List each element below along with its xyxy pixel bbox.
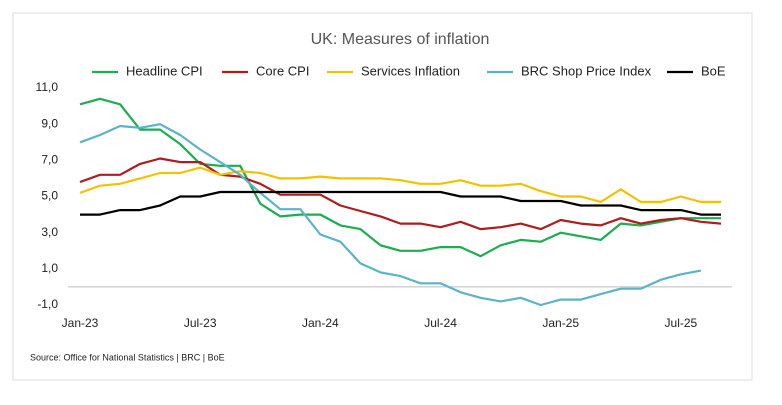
- x-tick-label: Jan-24: [302, 316, 339, 330]
- y-tick-label: 11,0: [36, 80, 59, 94]
- y-tick-label: 9,0: [41, 116, 58, 130]
- x-tick-label: Jan-23: [62, 316, 99, 330]
- series-line: [79, 97, 721, 258]
- series-line: [79, 166, 721, 203]
- series-line: [79, 157, 722, 231]
- source-note: Source: Office for National Statistics |…: [30, 352, 225, 362]
- legend-label: BoE: [701, 63, 726, 78]
- x-tick-label: Jul-23: [184, 316, 217, 330]
- legend-label: Services Inflation: [361, 63, 460, 78]
- legend-label: BRC Shop Price Index: [521, 63, 652, 78]
- y-tick-label: 3,0: [41, 225, 58, 239]
- x-tick-label: Jan-25: [542, 316, 579, 330]
- y-tick-label: -1,0: [37, 297, 58, 311]
- chart-title: UK: Measures of inflation: [311, 31, 490, 48]
- chart-frame: [12, 12, 753, 381]
- legend-label: Core CPI: [256, 63, 309, 78]
- legend-label: Headline CPI: [126, 63, 203, 78]
- series-line: [80, 190, 721, 216]
- x-tick-label: Jul-25: [665, 316, 698, 330]
- y-tick-label: 1,0: [41, 261, 58, 275]
- x-tick-label: Jul-24: [424, 316, 457, 330]
- series-line: [79, 123, 702, 307]
- y-tick-label: 5,0: [41, 189, 58, 203]
- y-tick-label: 7,0: [41, 153, 58, 167]
